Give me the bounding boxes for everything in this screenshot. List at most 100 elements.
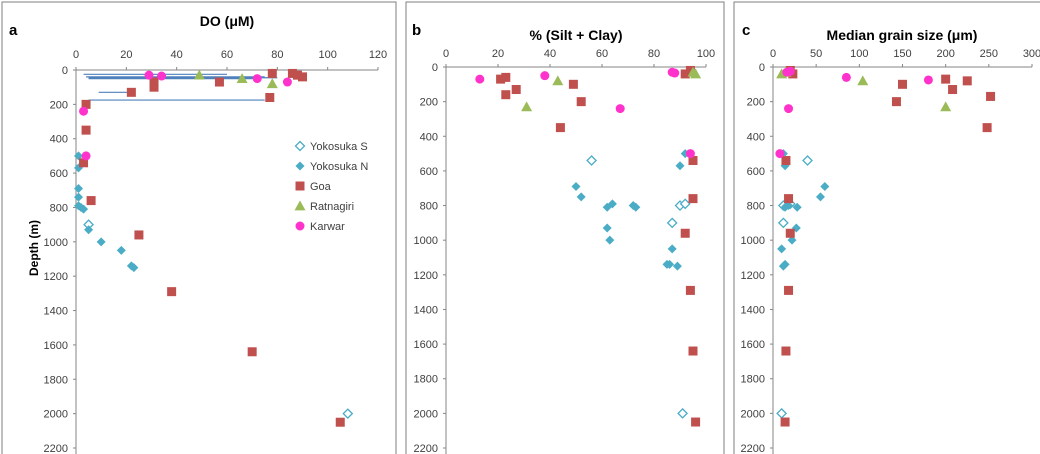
x-tick-label: 0 bbox=[73, 49, 79, 61]
data-point-yokosuka-s bbox=[342, 408, 354, 420]
y-tick-label: 600 bbox=[50, 168, 68, 180]
x-tick-label: 40 bbox=[544, 48, 556, 60]
data-point-yokosuka-n bbox=[784, 201, 794, 211]
data-point-goa bbox=[688, 346, 698, 356]
data-point-goa bbox=[898, 79, 907, 89]
y-tick-label: 600 bbox=[747, 166, 765, 178]
data-point-yokosuka-s bbox=[802, 155, 813, 166]
data-point-goa bbox=[785, 228, 795, 238]
data-point-ratnagiri bbox=[690, 68, 702, 79]
panel-c-frame bbox=[733, 1, 1040, 454]
data-point-yokosuka-n bbox=[602, 223, 612, 233]
data-point-goa bbox=[685, 285, 695, 295]
y-tick-label: 2200 bbox=[741, 443, 765, 454]
data-point-goa bbox=[126, 87, 136, 97]
y-tick-label: 1600 bbox=[44, 340, 68, 352]
panel-b-letter: b bbox=[412, 22, 421, 39]
data-point-yokosuka-s bbox=[677, 407, 689, 419]
panel-a-marks bbox=[74, 68, 354, 427]
x-tick-label: 250 bbox=[980, 48, 998, 60]
data-point-yokosuka-n bbox=[74, 192, 84, 202]
legend-label: Yokosuka N bbox=[310, 161, 368, 173]
y-tick-label: 400 bbox=[50, 134, 68, 146]
data-point-yokosuka-n bbox=[667, 244, 677, 254]
y-tick-label: 1800 bbox=[741, 374, 765, 386]
data-point-goa bbox=[511, 85, 521, 95]
y-tick-label: 800 bbox=[747, 201, 765, 213]
legend-label: Ratnagiri bbox=[310, 201, 354, 213]
data-point-yokosuka-n bbox=[74, 184, 84, 194]
data-point-karwar bbox=[685, 149, 695, 159]
y-tick-label: 200 bbox=[50, 99, 68, 111]
data-point-goa bbox=[335, 417, 345, 427]
data-point-yokosuka-s bbox=[586, 155, 598, 166]
data-point-goa bbox=[267, 68, 277, 78]
y-tick-label: 400 bbox=[747, 131, 765, 143]
data-point-yokosuka-n bbox=[116, 245, 126, 255]
data-point-yokosuka-n bbox=[96, 237, 106, 247]
x-tick-label: 20 bbox=[492, 48, 504, 60]
data-point-goa bbox=[576, 97, 586, 107]
data-point-yokosuka-n bbox=[815, 192, 825, 202]
panel-a-ticks: 0 20 40 60 80 100 1200200400600800100012001400… bbox=[44, 49, 387, 454]
data-point-yokosuka-n bbox=[607, 199, 617, 209]
data-point-yokosuka-n bbox=[777, 244, 787, 254]
data-point-ratnagiri bbox=[236, 73, 248, 83]
data-point-ratnagiri bbox=[193, 69, 205, 80]
legend-label: Yokosuka S bbox=[310, 141, 368, 153]
y-tick-label: 1000 bbox=[414, 235, 438, 247]
data-point-yokosuka-n bbox=[576, 192, 586, 202]
data-point-yokosuka-n bbox=[780, 259, 790, 269]
data-point-goa bbox=[688, 156, 698, 166]
data-point-yokosuka-n bbox=[129, 263, 139, 273]
panel-a-letter: a bbox=[9, 22, 18, 39]
y-tick-label: 200 bbox=[420, 97, 438, 109]
x-tick-label: 100 bbox=[318, 49, 336, 61]
y-tick-label: 0 bbox=[432, 62, 438, 74]
data-point-yokosuka-n bbox=[787, 235, 797, 245]
y-tick-label: 0 bbox=[759, 62, 765, 74]
panel-b-marks bbox=[475, 65, 702, 427]
panel-a-ylabel: Depth (m) bbox=[27, 220, 41, 276]
data-point-ratnagiri bbox=[552, 75, 564, 86]
data-point-goa bbox=[214, 77, 224, 87]
y-tick-label: 1200 bbox=[414, 270, 438, 282]
data-point-goa bbox=[685, 65, 695, 75]
x-tick-label: 150 bbox=[893, 48, 911, 60]
data-point-goa bbox=[265, 92, 275, 102]
panel-c-title: Median grain size (μm) bbox=[827, 27, 978, 43]
legend-marker-ratnagiri bbox=[294, 200, 306, 211]
x-tick-label: 0 bbox=[443, 48, 449, 60]
data-point-goa bbox=[691, 417, 701, 427]
legend-item-yokosuka-s: Yokosuka S bbox=[294, 140, 368, 153]
data-point-goa bbox=[962, 76, 972, 86]
x-tick-label: 40 bbox=[171, 49, 183, 61]
data-point-karwar bbox=[540, 71, 550, 81]
data-point-goa bbox=[688, 194, 698, 204]
data-point-goa bbox=[149, 82, 159, 92]
data-point-goa bbox=[298, 72, 307, 82]
data-point-ratnagiri bbox=[266, 78, 278, 89]
data-point-goa bbox=[555, 123, 565, 133]
data-point-ratnagiri bbox=[857, 75, 869, 86]
legend: Yokosuka S Yokosuka N Goa Ratnagiri Karwar bbox=[294, 140, 368, 233]
x-tick-label: 120 bbox=[369, 49, 387, 61]
data-point-goa bbox=[784, 194, 794, 204]
data-point-yokosuka-n bbox=[792, 202, 802, 212]
y-tick-label: 600 bbox=[420, 166, 438, 178]
data-point-goa bbox=[134, 230, 144, 240]
data-point-ratnagiri bbox=[940, 101, 952, 112]
data-point-goa bbox=[292, 70, 302, 80]
data-point-karwar bbox=[81, 151, 91, 161]
data-point-goa bbox=[496, 74, 506, 84]
data-point-yokosuka-n bbox=[631, 202, 641, 212]
data-point-goa bbox=[79, 158, 89, 168]
data-point-goa bbox=[780, 417, 790, 427]
data-point-karwar bbox=[475, 74, 485, 84]
legend-marker-yokosuka-n bbox=[295, 161, 305, 171]
x-tick-label: 80 bbox=[271, 49, 283, 61]
legend-item-yokosuka-n: Yokosuka N bbox=[295, 161, 368, 173]
y-tick-label: 1000 bbox=[741, 235, 765, 247]
data-point-yokosuka-n bbox=[672, 261, 682, 271]
y-tick-label: 2200 bbox=[414, 443, 438, 454]
